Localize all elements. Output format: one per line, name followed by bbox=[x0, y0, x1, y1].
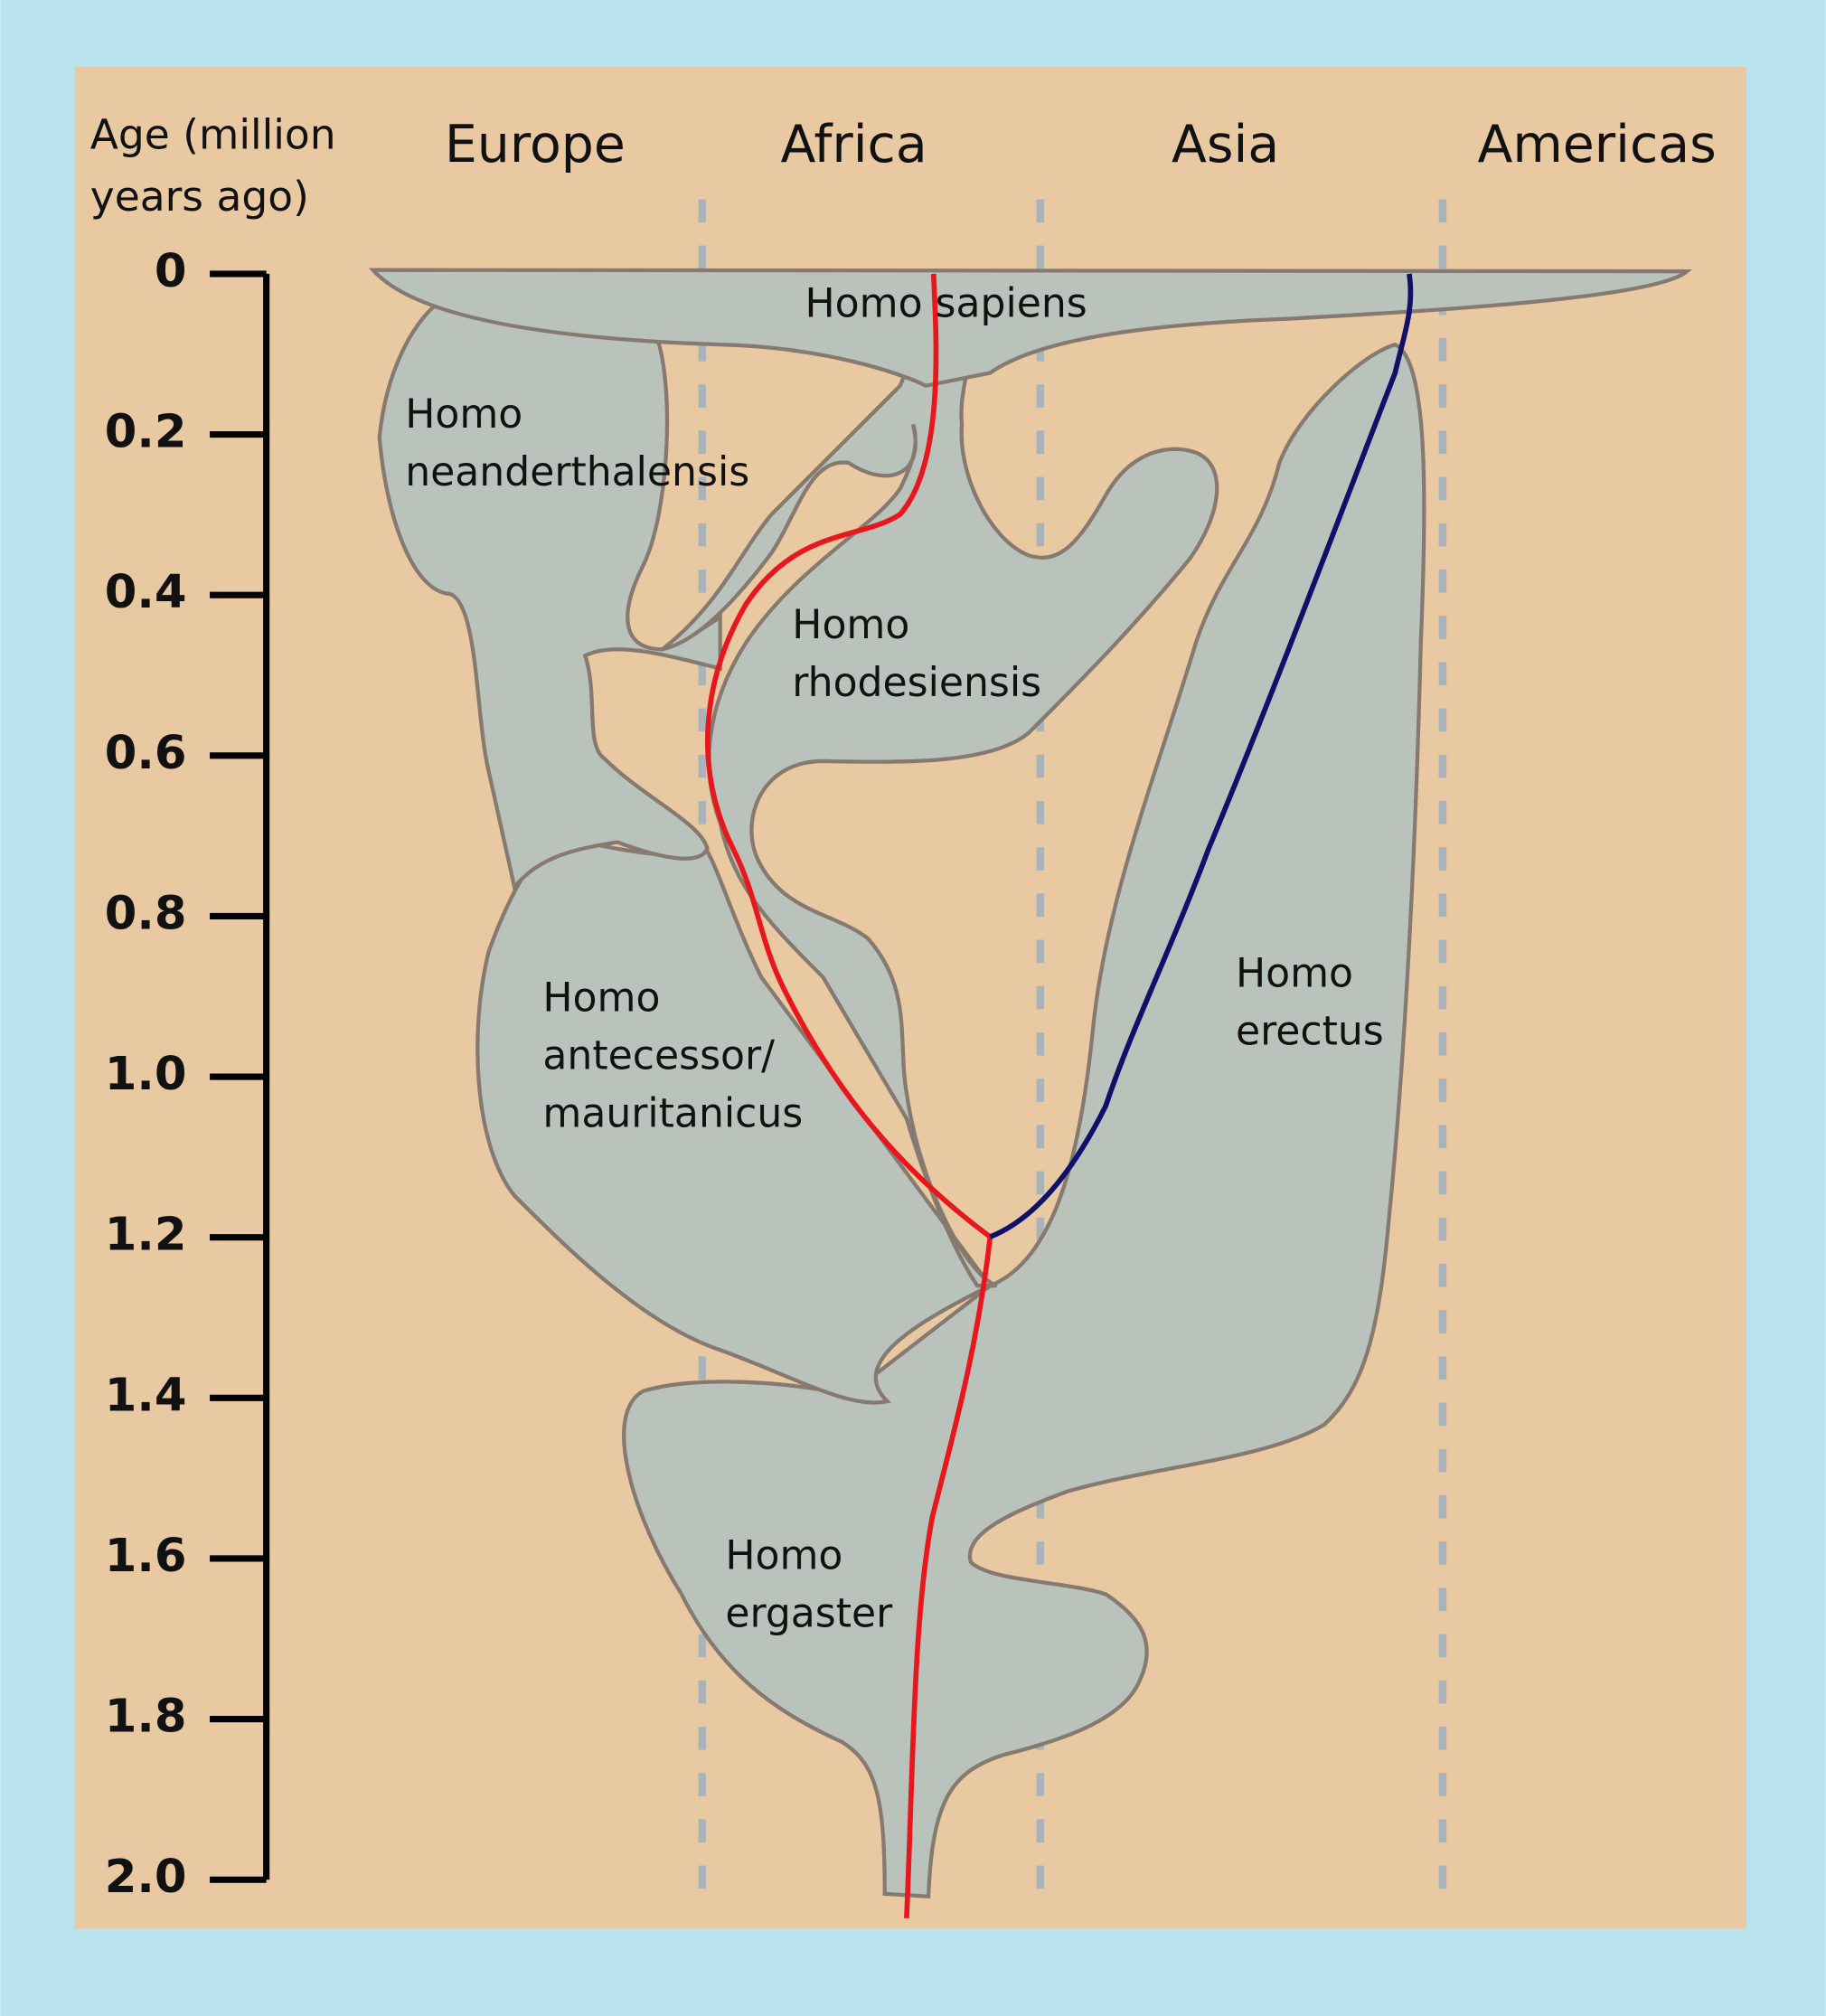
antecessor-shape bbox=[475, 836, 993, 1405]
axis-title: Age (million bbox=[90, 111, 336, 159]
labels: Age (million years ago) 0 0.2 0.4 0.6 0.8 1.0 1.… bbox=[90, 111, 1717, 1905]
species-label: Homo bbox=[1236, 950, 1353, 996]
region-label: Africa bbox=[780, 115, 927, 174]
tick-label: 1.2 bbox=[105, 1208, 187, 1262]
species-label: Homo bbox=[405, 391, 522, 438]
tick-label: 0.2 bbox=[105, 405, 187, 459]
species-label: Homo bbox=[725, 1533, 842, 1579]
tick-label: 0.4 bbox=[105, 565, 187, 619]
species-label: Homo bbox=[542, 975, 660, 1021]
tick-label: 0.6 bbox=[105, 726, 187, 780]
species-label: ergaster bbox=[725, 1591, 893, 1637]
axis-title: years ago) bbox=[90, 173, 309, 221]
species-shapes bbox=[368, 268, 1692, 1898]
tick-label: 2.0 bbox=[105, 1850, 187, 1904]
sapiens-shape bbox=[368, 268, 1692, 388]
neanderthalensis-shape bbox=[377, 289, 722, 892]
tick-label: 1.6 bbox=[105, 1529, 187, 1583]
tick-label: 1.4 bbox=[105, 1368, 187, 1422]
sapiens-lineage bbox=[705, 273, 993, 1919]
region-label: Americas bbox=[1477, 115, 1716, 174]
erectus-lineage bbox=[989, 273, 1414, 1239]
species-label: erectus bbox=[1236, 1008, 1384, 1054]
region-label: Asia bbox=[1172, 115, 1279, 174]
species-label: neanderthalensis bbox=[405, 449, 749, 495]
tick-label: 1.0 bbox=[105, 1047, 187, 1101]
species-label: Homo sapiens bbox=[805, 280, 1087, 326]
species-label: antecessor/ bbox=[542, 1032, 775, 1079]
tick-label: 0.8 bbox=[105, 886, 187, 940]
species-label: mauritanicus bbox=[542, 1090, 803, 1136]
tick-label: 0 bbox=[155, 244, 187, 298]
region-label: Europe bbox=[445, 115, 626, 174]
species-label: Homo bbox=[792, 602, 909, 648]
species-label: rhodesiensis bbox=[792, 660, 1041, 706]
tick-label: 1.8 bbox=[105, 1690, 187, 1744]
erectus-ergaster-shape bbox=[622, 342, 1426, 1898]
